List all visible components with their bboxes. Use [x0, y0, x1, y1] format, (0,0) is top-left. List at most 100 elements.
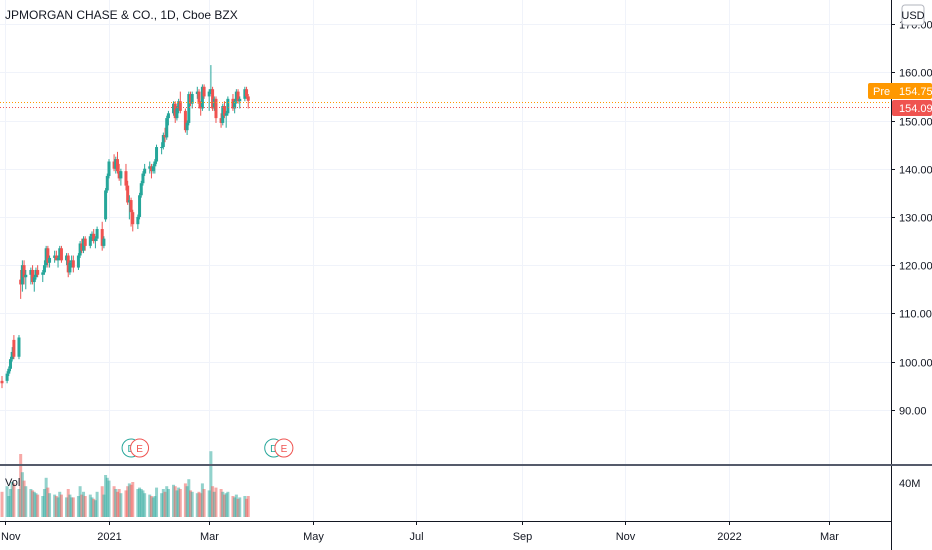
candle[interactable] [187, 91, 191, 126]
candle[interactable] [166, 110, 170, 126]
candle[interactable] [115, 151, 119, 174]
candle[interactable] [34, 267, 38, 280]
candle[interactable] [141, 171, 145, 186]
candle[interactable] [83, 236, 87, 251]
candle[interactable] [20, 260, 24, 292]
candle[interactable] [78, 241, 82, 258]
candle[interactable] [66, 253, 70, 278]
candle[interactable] [236, 89, 240, 104]
candle[interactable] [112, 154, 116, 172]
candle[interactable] [160, 142, 164, 155]
candle[interactable] [231, 94, 235, 111]
candle[interactable] [209, 65, 213, 95]
candle[interactable] [88, 233, 92, 249]
candle[interactable] [212, 96, 216, 111]
candle[interactable] [197, 89, 201, 109]
candle[interactable] [90, 231, 94, 242]
candle[interactable] [165, 115, 169, 140]
candle[interactable] [172, 101, 176, 116]
earnings-badge[interactable]: E [130, 438, 150, 458]
candle[interactable] [95, 226, 99, 242]
candle[interactable] [245, 86, 249, 99]
candle[interactable] [70, 255, 74, 268]
event-badges[interactable]: DEDE [121, 438, 294, 458]
candle[interactable] [155, 144, 159, 164]
candle[interactable] [226, 96, 230, 116]
candle[interactable] [7, 366, 11, 377]
candle[interactable] [59, 245, 63, 263]
candle[interactable] [238, 96, 242, 109]
candle[interactable] [93, 236, 97, 249]
candle[interactable] [68, 260, 72, 275]
candle[interactable] [151, 163, 155, 174]
candle[interactable] [173, 101, 177, 123]
candle[interactable] [80, 238, 84, 254]
time-axis[interactable]: Nov 2021 Mar May Jul Sep Nov 2022 Mar [1, 521, 839, 543]
candle[interactable] [126, 180, 130, 205]
candle[interactable] [102, 236, 106, 249]
candle[interactable] [22, 260, 26, 285]
candle[interactable] [107, 159, 111, 179]
candle[interactable] [129, 197, 133, 227]
candle[interactable] [114, 156, 118, 174]
candle[interactable] [185, 120, 189, 135]
candle[interactable] [207, 89, 211, 111]
candle[interactable] [104, 188, 108, 222]
candle[interactable] [200, 84, 204, 111]
candle[interactable] [92, 229, 96, 244]
candle[interactable] [31, 265, 35, 285]
candle[interactable] [44, 245, 48, 268]
candle[interactable] [100, 221, 104, 251]
candle[interactable] [183, 108, 187, 133]
candle[interactable] [24, 269, 28, 290]
candle[interactable] [131, 209, 135, 232]
candle[interactable] [71, 255, 75, 273]
candle[interactable] [36, 265, 40, 278]
candle[interactable] [175, 106, 179, 121]
candle[interactable] [56, 255, 60, 268]
candle[interactable] [189, 91, 193, 107]
candle[interactable] [161, 132, 165, 150]
candle[interactable] [149, 163, 153, 179]
candle[interactable] [117, 163, 121, 181]
candlestick-series[interactable] [0, 65, 250, 389]
candle[interactable] [143, 163, 147, 176]
candle[interactable] [214, 96, 218, 123]
symbol-title[interactable]: JPMORGAN CHASE & CO., 1D, Cboe BZX [5, 8, 238, 22]
candle[interactable] [195, 86, 199, 99]
candle[interactable] [199, 101, 203, 116]
candle[interactable] [163, 127, 167, 143]
candle[interactable] [12, 335, 16, 360]
currency-button[interactable]: USD [901, 4, 925, 26]
candle[interactable] [202, 84, 206, 99]
candle[interactable] [10, 347, 14, 362]
candle[interactable] [41, 269, 45, 283]
candle[interactable] [42, 260, 46, 275]
candle[interactable] [224, 110, 228, 128]
candle[interactable] [32, 274, 36, 292]
candle[interactable] [58, 245, 62, 261]
candle[interactable] [233, 98, 237, 114]
candle[interactable] [82, 236, 86, 254]
candle[interactable] [222, 101, 226, 119]
candle[interactable] [148, 161, 152, 174]
candle[interactable] [153, 159, 157, 174]
candle[interactable] [105, 173, 109, 193]
candle[interactable] [48, 255, 52, 268]
candle[interactable] [234, 89, 238, 104]
candle[interactable] [138, 192, 142, 220]
candle[interactable] [17, 335, 21, 360]
candle[interactable] [53, 250, 57, 263]
candle[interactable] [211, 86, 215, 111]
candle[interactable] [243, 86, 247, 102]
candle[interactable] [46, 245, 50, 268]
candle[interactable] [177, 98, 181, 114]
candle[interactable] [119, 168, 123, 186]
candle[interactable] [124, 163, 128, 191]
price-axis[interactable]: 170.00160.00150.00140.00130.00120.00110.… [891, 20, 932, 418]
candle[interactable] [54, 250, 58, 261]
candle[interactable] [76, 253, 80, 270]
candle[interactable] [5, 371, 9, 384]
candle[interactable] [139, 180, 143, 198]
